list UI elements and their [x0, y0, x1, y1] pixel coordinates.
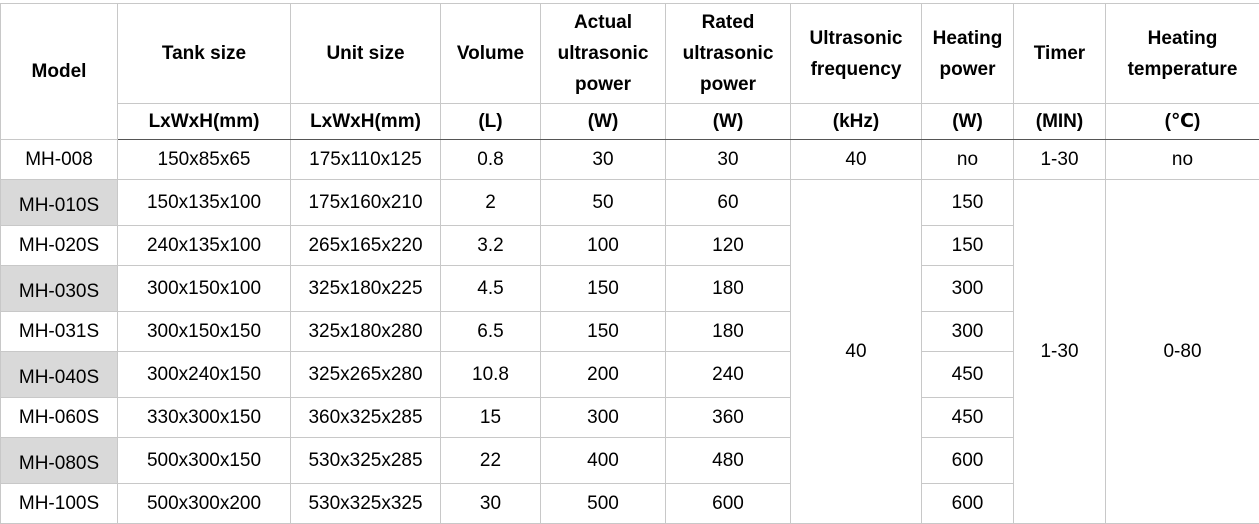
unit-cell: (W): [666, 104, 791, 140]
data-cell: 325x265x280: [291, 352, 441, 398]
page: {"header": {"columns": [ {"title": "Mode…: [0, 0, 1259, 498]
unit-cell: (W): [541, 104, 666, 140]
data-cell: 50: [541, 180, 666, 226]
data-cell: 300x150x100: [118, 266, 291, 312]
header-cell: Rated ultrasonic power: [666, 4, 791, 104]
data-cell: 240x135x100: [118, 226, 291, 266]
data-cell: 500x300x150: [118, 438, 291, 484]
data-cell: 150: [922, 226, 1014, 266]
merged-cell: 40: [791, 180, 922, 524]
data-cell: 2: [441, 180, 541, 226]
model-cell: MH-030S: [1, 266, 118, 312]
data-cell: 180: [666, 312, 791, 352]
header-cell: Actual ultrasonic power: [541, 4, 666, 104]
unit-cell: (W): [922, 104, 1014, 140]
data-cell: 480: [666, 438, 791, 484]
data-cell: 30: [441, 484, 541, 524]
data-cell: 1-30: [1014, 140, 1106, 180]
data-cell: 300: [922, 266, 1014, 312]
unit-cell: LxWxH(mm): [291, 104, 441, 140]
data-cell: 0.8: [441, 140, 541, 180]
header-cell: Unit size: [291, 4, 441, 104]
data-cell: 10.8: [441, 352, 541, 398]
unit-cell: (kHz): [791, 104, 922, 140]
data-cell: 330x300x150: [118, 398, 291, 438]
data-cell: 3.2: [441, 226, 541, 266]
data-cell: 30: [666, 140, 791, 180]
data-cell: 600: [922, 438, 1014, 484]
header-cell: Volume: [441, 4, 541, 104]
data-cell: 175x110x125: [291, 140, 441, 180]
data-cell: 200: [541, 352, 666, 398]
table-row: LxWxH(mm)LxWxH(mm)(L)(W)(W)(kHz)(W)(MIN)…: [1, 104, 1259, 140]
data-cell: 150x85x65: [118, 140, 291, 180]
model-cell: MH-010S: [1, 180, 118, 226]
header-cell: Model: [1, 4, 118, 140]
model-cell: MH-020S: [1, 226, 118, 266]
header-cell: Timer: [1014, 4, 1106, 104]
model-cell: MH-040S: [1, 352, 118, 398]
header-cell: Heating temperature: [1106, 4, 1259, 104]
unit-cell: (℃): [1106, 104, 1259, 140]
data-cell: 150: [541, 312, 666, 352]
data-cell: 500x300x200: [118, 484, 291, 524]
data-cell: 175x160x210: [291, 180, 441, 226]
data-cell: 600: [922, 484, 1014, 524]
merged-cell: 1-30: [1014, 180, 1106, 524]
data-cell: 120: [666, 226, 791, 266]
merged-cell: 0-80: [1106, 180, 1259, 524]
data-cell: 300: [541, 398, 666, 438]
model-cell: MH-100S: [1, 484, 118, 524]
data-cell: 400: [541, 438, 666, 484]
data-cell: 360x325x285: [291, 398, 441, 438]
data-cell: 100: [541, 226, 666, 266]
data-cell: 450: [922, 352, 1014, 398]
unit-cell: (L): [441, 104, 541, 140]
model-cell: MH-060S: [1, 398, 118, 438]
data-cell: no: [1106, 140, 1259, 180]
data-cell: 15: [441, 398, 541, 438]
data-cell: 325x180x225: [291, 266, 441, 312]
data-cell: 530x325x325: [291, 484, 441, 524]
data-cell: 360: [666, 398, 791, 438]
header-cell: Ultrasonic frequency: [791, 4, 922, 104]
data-cell: 150x135x100: [118, 180, 291, 226]
data-cell: 325x180x280: [291, 312, 441, 352]
unit-cell: LxWxH(mm): [118, 104, 291, 140]
data-cell: 22: [441, 438, 541, 484]
data-cell: 180: [666, 266, 791, 312]
header-cell: Heating power: [922, 4, 1014, 104]
data-cell: MH-008: [1, 140, 118, 180]
data-cell: 150: [922, 180, 1014, 226]
model-cell: MH-080S: [1, 438, 118, 484]
data-cell: 450: [922, 398, 1014, 438]
header-cell: Tank size: [118, 4, 291, 104]
data-cell: 300: [922, 312, 1014, 352]
data-cell: 600: [666, 484, 791, 524]
data-cell: 500: [541, 484, 666, 524]
data-cell: 6.5: [441, 312, 541, 352]
unit-cell: (MIN): [1014, 104, 1106, 140]
data-cell: no: [922, 140, 1014, 180]
model-cell: MH-031S: [1, 312, 118, 352]
data-cell: 150: [541, 266, 666, 312]
data-cell: 240: [666, 352, 791, 398]
data-cell: 265x165x220: [291, 226, 441, 266]
data-cell: 60: [666, 180, 791, 226]
data-cell: 40: [791, 140, 922, 180]
data-cell: 30: [541, 140, 666, 180]
data-cell: 4.5: [441, 266, 541, 312]
data-cell: 530x325x285: [291, 438, 441, 484]
data-cell: 300x240x150: [118, 352, 291, 398]
data-cell: 300x150x150: [118, 312, 291, 352]
